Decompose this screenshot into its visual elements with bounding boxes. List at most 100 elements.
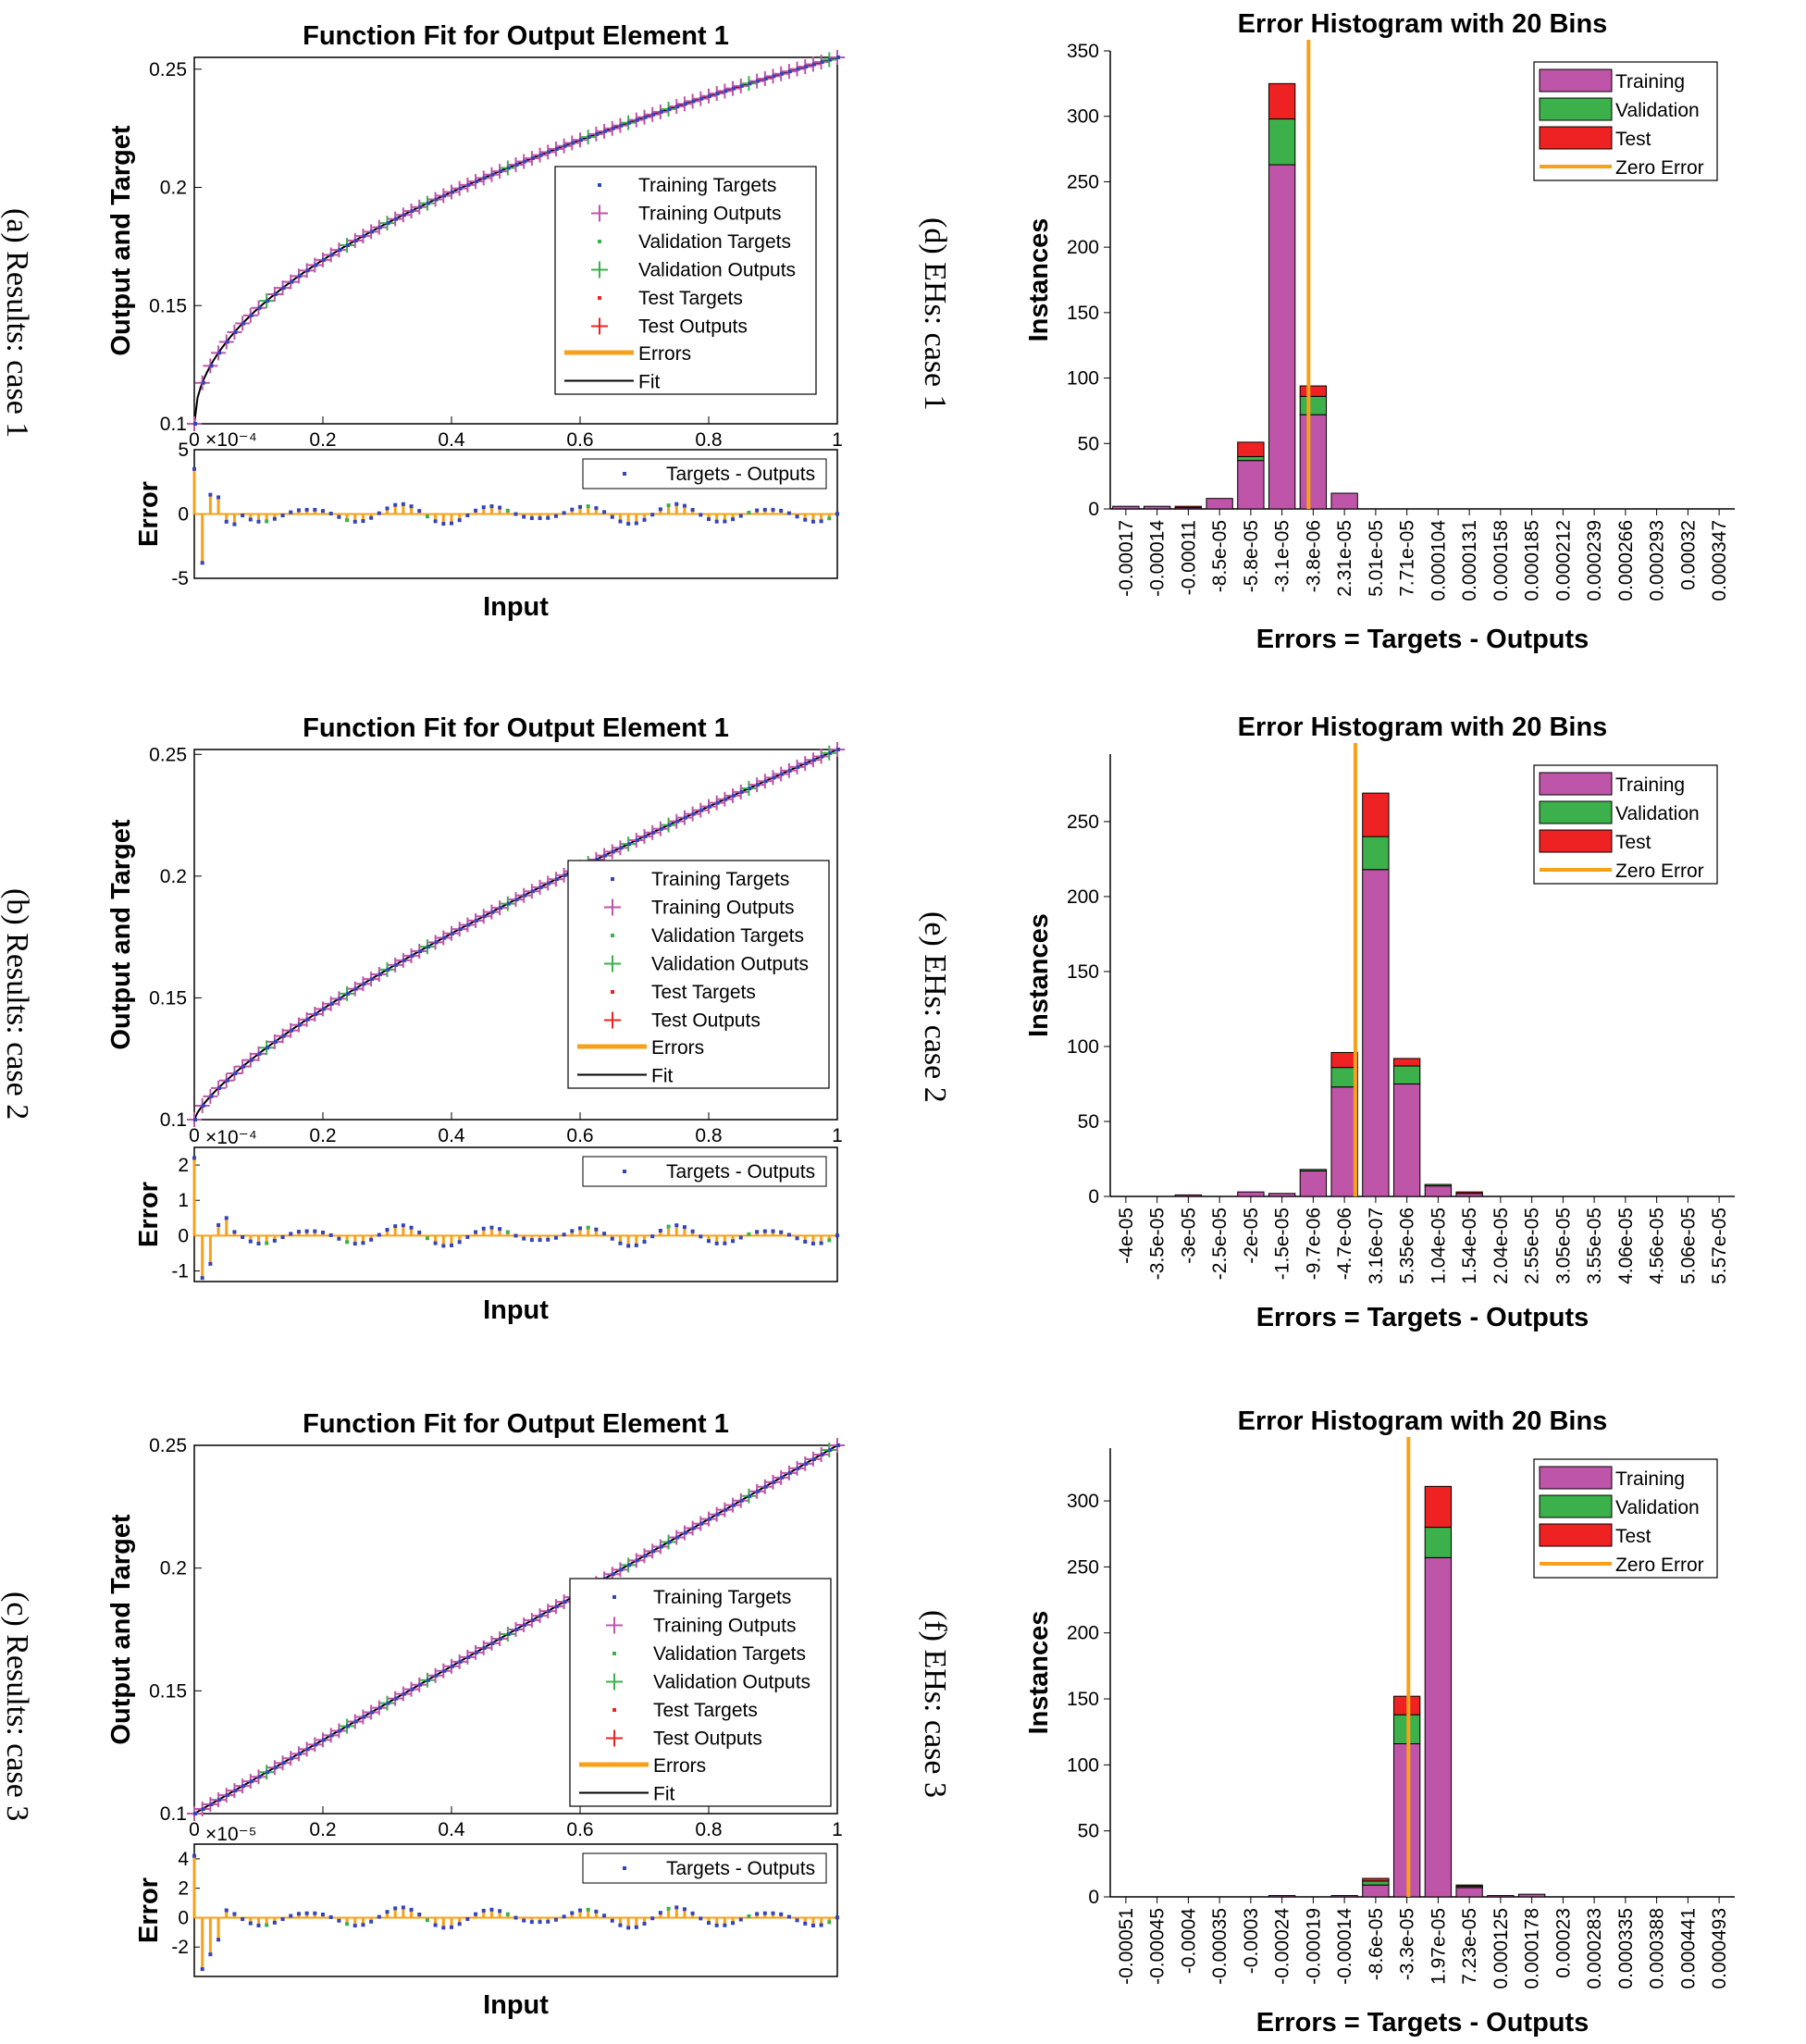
target-marker [499, 906, 503, 911]
target-marker [314, 263, 318, 267]
target-marker [499, 1636, 503, 1641]
error-point [602, 510, 607, 514]
legend-swatch [1539, 1466, 1613, 1490]
target-marker [442, 1668, 447, 1673]
chart-title: Function Fit for Output Element 1 [303, 713, 729, 743]
target-marker [683, 102, 687, 106]
target-marker [739, 1498, 744, 1503]
x-tick-label: 0.000158 [1491, 520, 1512, 601]
target-marker [322, 1007, 326, 1011]
legend-plus-swatch [604, 955, 621, 972]
y-tick-label: 200 [1067, 237, 1099, 258]
x-tick-label: 1.54e-05 [1459, 1208, 1480, 1284]
error-point [345, 518, 350, 523]
error-point [481, 505, 486, 510]
error-point [626, 1926, 631, 1930]
target-marker [466, 1654, 471, 1659]
error-point [369, 1919, 374, 1924]
target-marker [458, 1659, 463, 1664]
target-marker [346, 243, 351, 248]
legend-dot-swatch [598, 183, 601, 187]
target-marker [281, 286, 286, 291]
caption-d: (d) EHs: case 1 [918, 217, 952, 411]
bar-training [1299, 414, 1328, 510]
bar-training [1237, 460, 1265, 510]
error-point [513, 512, 518, 516]
error-point [674, 502, 679, 506]
error-point [313, 507, 317, 512]
bar-test [1237, 441, 1265, 457]
legend-label: Errors [653, 1755, 706, 1777]
x-tick-label: 0.000347 [1709, 520, 1730, 601]
error-point [200, 1276, 204, 1281]
x-tick-label: -3.8e-06 [1303, 520, 1324, 592]
target-marker [410, 953, 414, 958]
error-point [738, 514, 743, 518]
error-point [795, 1236, 799, 1241]
y-tick-label: 0.1 [160, 1109, 187, 1131]
legend-label: Training Outputs [653, 1616, 796, 1637]
target-marker [305, 268, 310, 273]
legend-swatch [1539, 126, 1613, 150]
x-tick-label: -0.00019 [1303, 1908, 1324, 1985]
target-marker [756, 79, 761, 83]
legend-swatch [1539, 1494, 1613, 1518]
error-point [401, 1223, 405, 1228]
error-point [771, 507, 775, 512]
target-marker [724, 1507, 728, 1512]
error-legend-swatch [623, 472, 626, 476]
target-marker [804, 762, 809, 766]
x-axis-label: Input [483, 592, 549, 622]
target-marker [836, 1443, 840, 1447]
y-tick-label: 250 [1067, 1556, 1099, 1578]
fit-panel-a: Function Fit for Output Element 1 Output … [106, 21, 845, 622]
target-marker [635, 837, 639, 842]
x-tick-label: 1.04e-05 [1428, 1208, 1449, 1284]
target-marker [772, 1480, 776, 1484]
legend-label: Test Outputs [638, 316, 748, 338]
error-point [666, 1906, 671, 1911]
legend-plus-swatch [591, 204, 608, 222]
x-tick-label: 0.2 [309, 429, 336, 451]
target-marker [426, 201, 430, 205]
error-point [634, 1925, 638, 1929]
target-marker [257, 305, 262, 310]
error-point [578, 504, 582, 509]
error-point [328, 1914, 333, 1919]
error-point [321, 509, 325, 514]
y-tick-label: 100 [1067, 1754, 1099, 1776]
x-tick-label: 0.000239 [1584, 520, 1605, 601]
legend-swatch [1539, 68, 1613, 93]
error-point [248, 1239, 253, 1244]
y-axis-label: Instances [1024, 218, 1054, 342]
y-tick-label: 50 [1078, 1821, 1099, 1842]
error-point [522, 514, 526, 519]
target-marker [241, 321, 246, 326]
error-y-label: Error [134, 1877, 164, 1943]
target-marker [329, 253, 334, 257]
error-point [714, 519, 719, 524]
target-marker [193, 1812, 197, 1815]
target-marker [659, 1544, 663, 1549]
target-marker [667, 823, 672, 827]
error-point [417, 509, 422, 514]
error-y-tick-label: 2 [178, 1155, 189, 1176]
target-marker [651, 112, 656, 117]
error-point [731, 1921, 736, 1926]
target-marker [290, 1028, 294, 1033]
error-point [393, 1224, 398, 1229]
x-axis-label: Input [483, 1990, 549, 2020]
error-point [304, 1911, 309, 1915]
y-tick-label: 0.2 [160, 178, 187, 199]
target-marker [547, 150, 551, 155]
legend-swatch [1539, 829, 1613, 853]
error-point [570, 1911, 575, 1915]
bar-test [1362, 1877, 1390, 1882]
legend-label: Zero Error [1615, 861, 1704, 882]
target-marker [579, 138, 583, 142]
error-point [289, 1914, 293, 1918]
caption-a: (a) Results: case 1 [0, 208, 34, 438]
x-tick-label: 2.04e-05 [1491, 1208, 1512, 1284]
error-point [610, 1918, 614, 1923]
legend-label: Test [1615, 1526, 1651, 1547]
